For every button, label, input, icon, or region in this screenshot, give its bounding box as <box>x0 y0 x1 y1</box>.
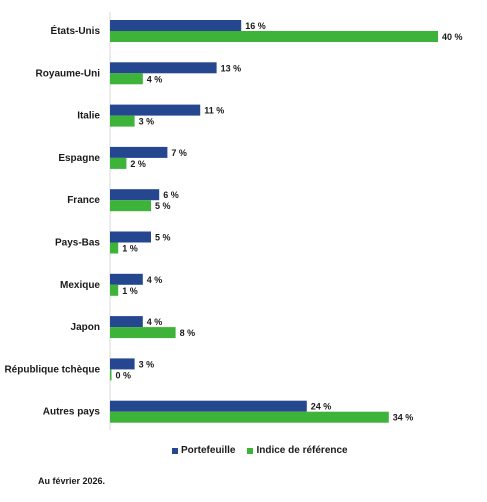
value-label-indice-de-reference-royaume-uni: 4 % <box>147 74 163 84</box>
bar-portefeuille-autres-pays <box>110 400 307 412</box>
value-label-portefeuille-japon: 4 % <box>147 317 163 327</box>
bar-indice-de-reference-espagne <box>110 157 127 169</box>
bar-indice-de-reference-etats-unis <box>110 31 438 42</box>
value-label-indice-de-reference-japon: 8 % <box>180 328 196 338</box>
category-label-japon: Japon <box>71 322 100 333</box>
value-label-indice-de-reference-etats-unis: 40 % <box>442 32 463 42</box>
bar-indice-de-reference-autres-pays <box>110 411 389 423</box>
value-label-portefeuille-espagne: 7 % <box>171 148 187 158</box>
value-label-portefeuille-france: 6 % <box>163 190 179 200</box>
bar-indice-de-reference-japon <box>110 327 176 339</box>
date-footnote: Au février 2026. <box>38 476 106 486</box>
bar-portefeuille-espagne <box>110 146 168 158</box>
bar-indice-de-reference-mexique <box>110 284 119 296</box>
category-label-republique-tcheque: République tchèque <box>4 364 100 375</box>
value-label-portefeuille-etats-unis: 16 % <box>245 21 266 31</box>
category-label-france: France <box>67 195 100 206</box>
value-label-portefeuille-pays-bas: 5 % <box>155 233 171 243</box>
value-label-indice-de-reference-espagne: 2 % <box>130 159 146 169</box>
bar-portefeuille-japon <box>110 316 143 328</box>
value-label-portefeuille-italie: 11 % <box>204 106 224 116</box>
legend-item-indice: Indice de référence <box>247 445 348 456</box>
bar-portefeuille-republique-tcheque <box>110 358 135 370</box>
legend-label-portefeuille: Portefeuille <box>181 445 236 456</box>
value-label-indice-de-reference-autres-pays: 34 % <box>393 413 414 423</box>
category-label-espagne: Espagne <box>58 153 100 164</box>
bar-portefeuille-mexique <box>110 273 143 285</box>
category-label-royaume-uni: Royaume-Uni <box>36 68 101 79</box>
value-label-portefeuille-autres-pays: 24 % <box>311 402 332 412</box>
legend-swatch-indice <box>247 447 254 454</box>
value-label-indice-de-reference-italie: 3 % <box>139 117 155 127</box>
value-label-indice-de-reference-republique-tcheque: 0 % <box>116 370 132 380</box>
value-label-indice-de-reference-pays-bas: 1 % <box>122 244 138 254</box>
value-label-portefeuille-mexique: 4 % <box>147 275 163 285</box>
bar-indice-de-reference-republique-tcheque <box>110 369 112 381</box>
legend-swatch-portefeuille <box>172 447 178 454</box>
value-label-portefeuille-royaume-uni: 13 % <box>221 63 242 73</box>
bars-group: États-Unis 16 % 40 % Royaume-Uni 13 % 4 % Ital… <box>4 20 463 423</box>
bar-indice-de-reference-pays-bas <box>110 242 119 254</box>
bar-indice-de-reference-france <box>110 200 151 212</box>
legend-label-indice: Indice de référence <box>256 445 348 456</box>
bar-portefeuille-etats-unis <box>110 20 242 31</box>
bar-portefeuille-royaume-uni <box>110 62 217 74</box>
bar-chart: États-Unis 16 % 40 % Royaume-Uni 13 % 4 % Ital… <box>4 12 463 430</box>
legend-item-portefeuille: Portefeuille <box>172 445 235 456</box>
bar-portefeuille-pays-bas <box>110 231 151 243</box>
category-label-pays-bas: Pays-Bas <box>55 238 100 249</box>
legend: Portefeuille Indice de référence <box>172 445 348 456</box>
value-label-indice-de-reference-mexique: 1 % <box>122 286 138 296</box>
category-label-italie: Italie <box>77 111 100 122</box>
bar-portefeuille-italie <box>110 104 201 116</box>
category-label-etats-unis: États-Unis <box>51 24 101 37</box>
bar-indice-de-reference-royaume-uni <box>110 73 143 85</box>
category-label-mexique: Mexique <box>60 280 100 291</box>
category-label-autres-pays: Autres pays <box>43 407 101 418</box>
value-label-indice-de-reference-france: 5 % <box>155 201 171 211</box>
value-label-portefeuille-republique-tcheque: 3 % <box>139 359 155 369</box>
bar-indice-de-reference-italie <box>110 115 135 127</box>
bar-portefeuille-france <box>110 189 160 201</box>
